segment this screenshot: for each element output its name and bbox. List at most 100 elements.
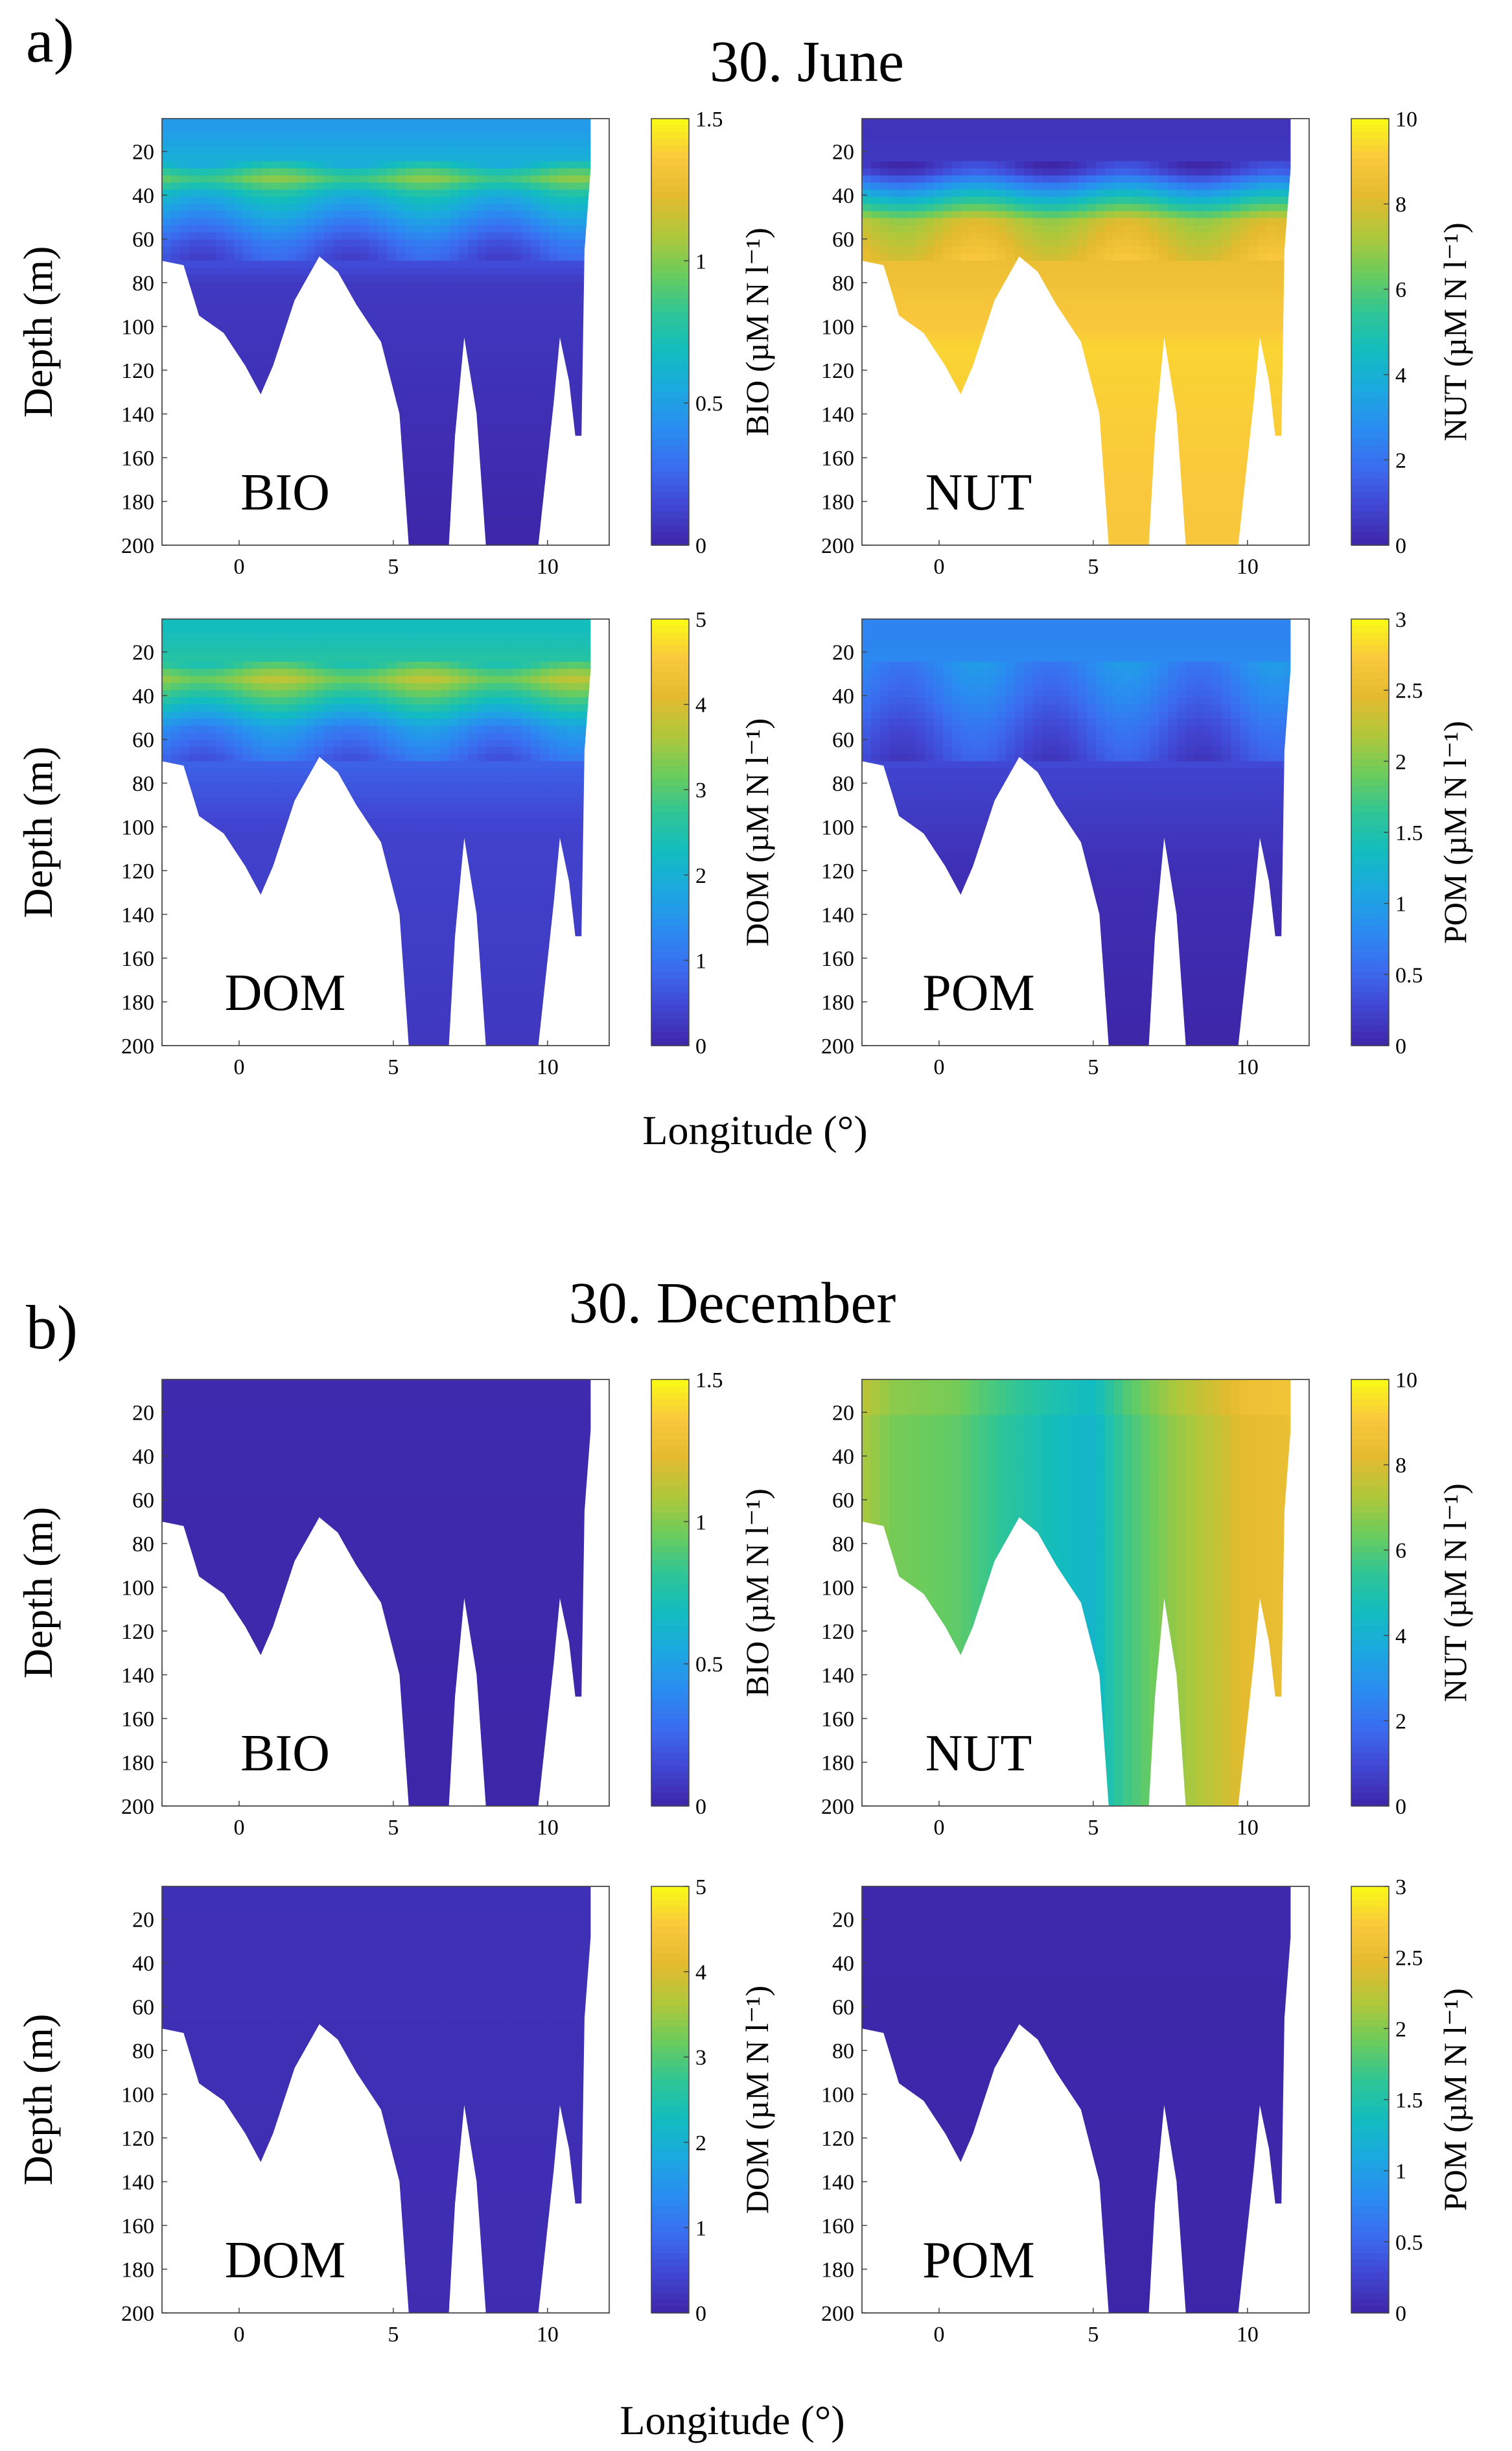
heatmap-cell — [576, 303, 586, 311]
heatmap-cell — [1257, 311, 1268, 318]
heatmap-cell — [432, 189, 442, 198]
heatmap-cell — [531, 268, 541, 276]
heatmap-cell — [1275, 154, 1286, 162]
heatmap-cell — [432, 211, 442, 219]
heatmap-cell — [387, 296, 397, 304]
heatmap-cell — [566, 189, 577, 198]
heatmap-cell — [1159, 325, 1169, 333]
heatmap-cell — [251, 168, 262, 176]
heatmap-cell — [557, 253, 568, 262]
heatmap-cell — [513, 189, 522, 198]
heatmap-cell — [432, 452, 442, 461]
heatmap-cell — [951, 275, 962, 283]
heatmap-cell — [1113, 353, 1124, 361]
heatmap-cell — [1113, 189, 1124, 198]
heatmap-cell — [441, 168, 450, 176]
heatmap-cell — [1159, 275, 1169, 283]
heatmap-cell — [1231, 282, 1240, 290]
heatmap-cell — [997, 182, 1006, 191]
heatmap-cell — [513, 168, 522, 176]
heatmap-cell — [485, 452, 496, 461]
heatmap-cell — [898, 289, 908, 297]
heatmap-cell — [1150, 296, 1159, 304]
heatmap-cell — [916, 126, 925, 134]
heatmap-cell — [306, 253, 316, 262]
heatmap-cell — [1231, 403, 1240, 411]
heatmap-cell — [1239, 225, 1250, 233]
heatmap-cell — [494, 147, 505, 155]
heatmap-cell — [1060, 218, 1069, 226]
heatmap-cell — [1141, 168, 1150, 176]
heatmap-cell — [404, 467, 415, 475]
heatmap-cell — [576, 318, 586, 325]
heatmap-cell — [279, 325, 289, 333]
heatmap-cell — [395, 126, 406, 134]
heatmap-cell — [576, 410, 586, 418]
heatmap-cell — [951, 119, 962, 126]
heatmap-cell — [548, 139, 559, 148]
heatmap-cell — [522, 182, 531, 191]
heatmap-cell — [360, 275, 369, 283]
heatmap-cell — [459, 154, 469, 162]
heatmap-cell — [306, 139, 316, 148]
heatmap-cell — [907, 268, 917, 276]
heatmap-cell — [297, 119, 307, 126]
heatmap-cell — [916, 311, 925, 318]
heatmap-cell — [898, 204, 908, 212]
heatmap-cell — [476, 253, 487, 262]
heatmap-cell — [513, 211, 522, 219]
heatmap-cell — [1204, 332, 1214, 340]
heatmap-cell — [1185, 225, 1196, 233]
heatmap-cell — [432, 346, 442, 354]
heatmap-cell — [1150, 218, 1159, 226]
heatmap-cell — [1204, 126, 1214, 134]
heatmap-cell — [395, 339, 406, 347]
heatmap-cell — [423, 374, 433, 382]
heatmap-cell — [342, 204, 352, 212]
heatmap-cell — [934, 325, 944, 333]
heatmap-cell — [1222, 218, 1231, 226]
heatmap-cell — [1141, 403, 1150, 411]
heatmap-cell — [1006, 154, 1016, 162]
heatmap-cell — [548, 395, 559, 404]
heatmap-cell — [413, 332, 424, 340]
heatmap-cell — [225, 289, 235, 297]
heatmap-cell — [1132, 132, 1142, 141]
heatmap-cell — [1132, 168, 1142, 176]
heatmap-cell — [306, 147, 316, 155]
heatmap-cell — [1032, 126, 1043, 134]
heatmap-cell — [360, 282, 369, 290]
heatmap-cell — [432, 204, 442, 212]
heatmap-cell — [251, 374, 262, 382]
heatmap-cell — [242, 132, 253, 141]
heatmap-cell — [404, 218, 415, 226]
heatmap-cell — [216, 253, 226, 262]
heatmap-cell — [323, 182, 334, 191]
heatmap-cell — [216, 289, 226, 297]
heatmap-cell — [1141, 332, 1150, 340]
heatmap-cell — [395, 211, 406, 219]
heatmap-cell — [225, 132, 235, 141]
heatmap-cell — [1122, 325, 1133, 333]
heatmap-cell — [288, 239, 297, 248]
heatmap-cell — [979, 119, 989, 126]
heatmap-cell — [513, 517, 522, 524]
heatmap-cell — [242, 225, 253, 233]
heatmap-cell — [1014, 218, 1025, 226]
heatmap-cell — [1213, 325, 1222, 333]
heatmap-cell — [342, 154, 352, 162]
heatmap-cell — [332, 232, 343, 240]
heatmap-cell — [342, 196, 352, 205]
heatmap-cell — [351, 132, 361, 141]
heatmap-cell — [378, 253, 388, 262]
heatmap-cell — [404, 225, 415, 233]
heatmap-cell — [1248, 189, 1259, 198]
heatmap-cell — [494, 410, 505, 418]
heatmap-cell — [1194, 126, 1205, 134]
heatmap-cell — [522, 268, 531, 276]
colorbar-swatch — [651, 338, 689, 346]
heatmap-cell — [916, 253, 925, 262]
heatmap-cell — [504, 481, 514, 489]
heatmap-cell — [504, 239, 514, 248]
heatmap-cell — [1159, 132, 1169, 141]
